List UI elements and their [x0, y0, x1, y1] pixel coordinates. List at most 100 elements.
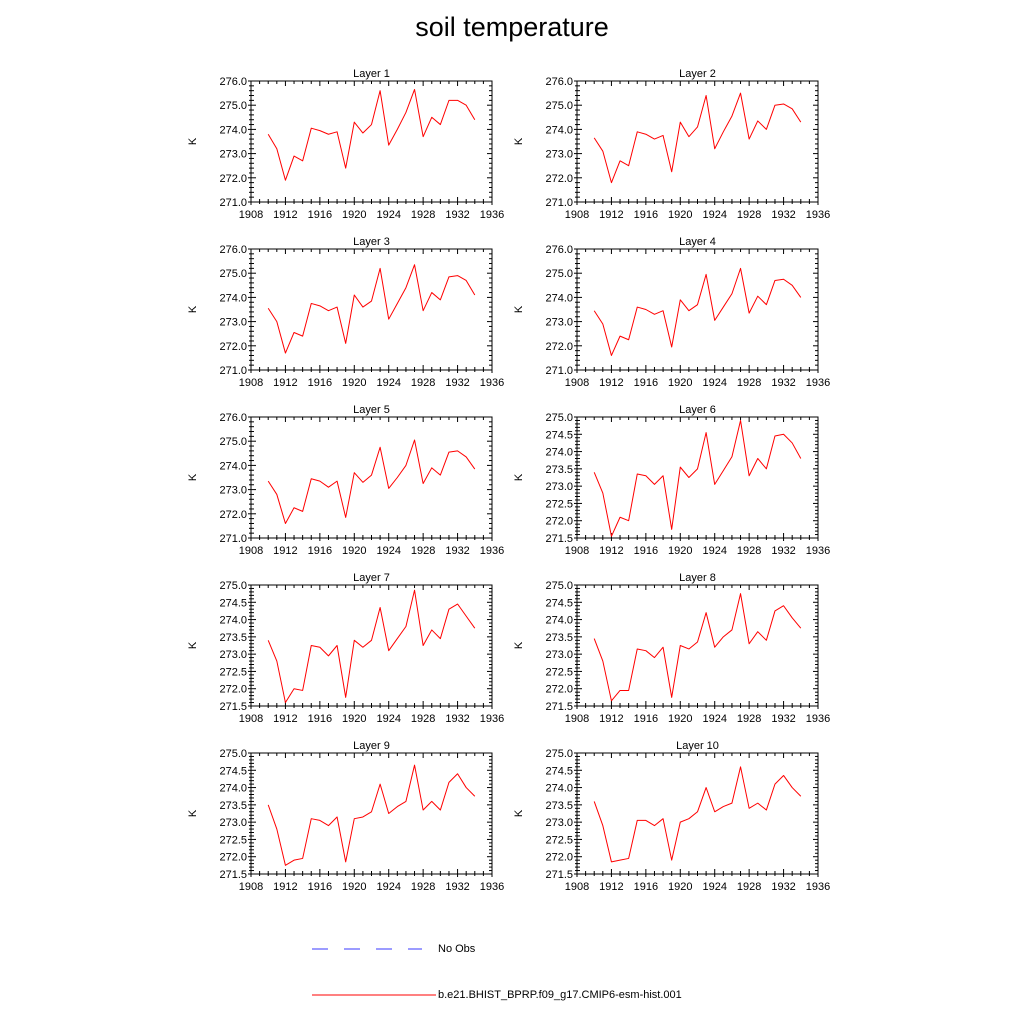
y-tick-label: 272.0	[545, 852, 573, 864]
x-tick-label: 1924	[702, 377, 726, 389]
x-tick-label: 1916	[308, 209, 332, 221]
y-axis-label: K	[187, 137, 199, 145]
y-tick-label: 275.0	[545, 748, 573, 760]
y-tick-label: 273.0	[545, 317, 573, 329]
x-tick-label: 1908	[239, 713, 263, 725]
x-tick-label: 1920	[342, 545, 366, 557]
series-line	[267, 264, 476, 354]
x-tick-label: 1908	[565, 545, 589, 557]
x-tick-label: 1936	[480, 377, 504, 389]
x-tick-label: 1932	[771, 377, 795, 389]
x-tick-label: 1936	[806, 881, 830, 893]
y-tick-label: 273.0	[219, 149, 247, 161]
panel-layer-5: Layer 5 K 1908 1912 1916 1920 1924 1928 1932 1936…	[187, 404, 504, 557]
series-line	[593, 766, 802, 863]
x-tick-label: 1928	[411, 881, 435, 893]
y-axis-label: K	[513, 305, 525, 313]
y-tick-label: 272.5	[545, 498, 573, 510]
x-tick-label: 1920	[342, 377, 366, 389]
x-tick-label: 1924	[376, 377, 400, 389]
y-tick-label: 275.0	[545, 580, 573, 592]
series-line	[593, 419, 802, 537]
series-line	[593, 92, 802, 184]
x-tick-label: 1908	[565, 881, 589, 893]
panel-layer-8: Layer 8 K 1908 1912 1916 1920 1924 1928 1932 1936…	[513, 572, 830, 725]
x-tick-label: 1928	[411, 713, 435, 725]
panel-title: Layer 6	[679, 404, 716, 416]
x-tick-label: 1920	[342, 713, 366, 725]
y-tick-label: 271.0	[545, 197, 573, 209]
x-tick-label: 1932	[445, 377, 469, 389]
y-tick-label: 274.5	[219, 597, 247, 609]
legend-label-model: b.e21.BHIST_BPRP.f09_g17.CMIP6-esm-hist.…	[438, 989, 682, 1001]
x-tick-label: 1912	[599, 713, 623, 725]
x-tick-label: 1936	[806, 209, 830, 221]
x-tick-label: 1916	[634, 377, 658, 389]
y-tick-label: 274.0	[219, 615, 247, 627]
x-tick-label: 1936	[806, 545, 830, 557]
panel-title: Layer 5	[353, 404, 390, 416]
y-tick-label: 276.0	[219, 412, 247, 424]
y-tick-label: 272.0	[219, 173, 247, 185]
panel-title: Layer 10	[676, 740, 719, 752]
y-axis-label: K	[513, 473, 525, 481]
series-line	[267, 439, 476, 524]
series-line	[267, 589, 476, 704]
y-tick-label: 274.5	[545, 597, 573, 609]
panel-title: Layer 8	[679, 572, 716, 584]
x-tick-label: 1924	[376, 209, 400, 221]
y-tick-label: 274.5	[545, 765, 573, 777]
y-tick-label: 273.5	[545, 464, 573, 476]
panel-title: Layer 7	[353, 572, 390, 584]
y-axis-label: K	[187, 641, 199, 649]
y-tick-label: 272.0	[545, 341, 573, 353]
y-tick-label: 271.0	[219, 197, 247, 209]
y-tick-label: 272.5	[219, 834, 247, 846]
x-tick-label: 1932	[771, 209, 795, 221]
y-axis-label: K	[187, 809, 199, 817]
x-tick-label: 1924	[376, 881, 400, 893]
y-tick-label: 272.0	[545, 173, 573, 185]
x-tick-label: 1916	[634, 881, 658, 893]
y-tick-label: 272.5	[545, 666, 573, 678]
x-tick-label: 1908	[239, 377, 263, 389]
x-tick-label: 1908	[565, 377, 589, 389]
x-tick-label: 1932	[445, 881, 469, 893]
y-axis-label: K	[513, 641, 525, 649]
panel-layer-1: Layer 1 K 1908 1912 1916 1920 1924 1928 1932 1936…	[187, 68, 504, 221]
y-tick-label: 276.0	[545, 244, 573, 256]
y-tick-label: 272.0	[545, 684, 573, 696]
x-tick-label: 1912	[599, 545, 623, 557]
y-axis-label: K	[513, 809, 525, 817]
plot-frame	[576, 584, 819, 707]
panel-title: Layer 1	[353, 68, 390, 80]
panel-layer-7: Layer 7 K 1908 1912 1916 1920 1924 1928 1932 1936…	[187, 572, 504, 725]
series-line	[267, 764, 476, 866]
y-tick-label: 273.0	[219, 817, 247, 829]
x-tick-label: 1932	[445, 545, 469, 557]
y-tick-label: 273.5	[219, 632, 247, 644]
y-axis-label: K	[513, 137, 525, 145]
y-tick-label: 271.5	[219, 701, 247, 713]
y-tick-label: 274.0	[545, 447, 573, 459]
plot-frame	[576, 416, 819, 539]
x-tick-label: 1928	[737, 881, 761, 893]
x-tick-label: 1932	[771, 713, 795, 725]
y-axis-label: K	[187, 473, 199, 481]
x-tick-label: 1912	[273, 377, 297, 389]
x-tick-label: 1936	[806, 713, 830, 725]
y-tick-label: 271.0	[545, 365, 573, 377]
panel-layer-10: Layer 10 K 1908 1912 1916 1920 1924 1928 1932 193…	[513, 740, 830, 893]
panel-layer-9: Layer 9 K 1908 1912 1916 1920 1924 1928 1932 1936…	[187, 740, 504, 893]
y-tick-label: 271.5	[545, 533, 573, 545]
plot-frame	[250, 248, 493, 371]
y-tick-label: 276.0	[545, 76, 573, 88]
y-tick-label: 273.5	[545, 800, 573, 812]
y-tick-label: 276.0	[219, 244, 247, 256]
plot-frame	[250, 584, 493, 707]
x-tick-label: 1928	[411, 545, 435, 557]
x-tick-label: 1936	[480, 545, 504, 557]
plot-frame	[250, 80, 493, 203]
x-tick-label: 1912	[273, 209, 297, 221]
